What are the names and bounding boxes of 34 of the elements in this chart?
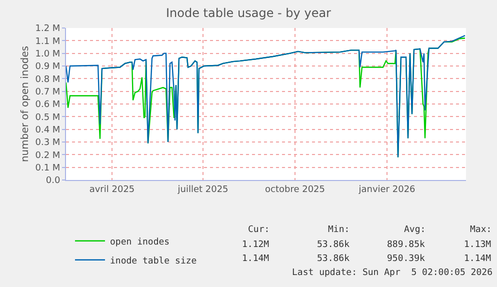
y-tick-label: 0.4 M — [35, 125, 60, 136]
text: 53.86k — [317, 240, 350, 250]
text: 889.85k — [387, 240, 426, 250]
x-tick-label: octobre 2025 — [264, 184, 326, 195]
text: 1.14M — [464, 254, 492, 264]
y-axis-title: number of open inodes — [20, 46, 32, 162]
legend-label: open inodes — [110, 237, 170, 248]
y-tick-label: 1.1 M — [35, 36, 60, 47]
y-tick-label: 0.7 M — [35, 87, 60, 98]
text: Avg: — [404, 225, 426, 235]
y-tick-label: 0.9 M — [35, 62, 60, 72]
y-tick-label: 0.5 M — [35, 112, 60, 123]
y-tick-label: 1.2 M — [35, 24, 60, 34]
y-tick-label: 0.3 M — [35, 138, 60, 148]
text: Last update: Sun Apr 5 02:00:05 2026 — [292, 268, 492, 278]
y-tick-label: 0.0 — [46, 176, 60, 186]
text: 950.39k — [387, 254, 426, 264]
x-tick-label: janvier 2026 — [358, 184, 416, 195]
text: 1.13M — [464, 240, 492, 250]
text: 1.14M — [242, 254, 270, 264]
text: Cur: — [248, 225, 270, 235]
text: Max: — [470, 225, 492, 235]
x-tick-label: avril 2025 — [89, 184, 135, 195]
text: 53.86k — [317, 254, 350, 264]
text: Min: — [328, 225, 350, 235]
y-tick-label: 0.2 M — [35, 150, 60, 161]
legend-label: inode table size — [110, 256, 197, 266]
chart-title: Inode table usage - by year — [166, 6, 332, 20]
y-tick-label: 0.8 M — [35, 74, 60, 85]
text: 1.12M — [242, 240, 270, 250]
y-tick-label: 0.1 M — [35, 163, 60, 174]
x-tick-label: juillet 2025 — [176, 184, 228, 195]
y-tick-label: 0.6 M — [35, 100, 60, 110]
y-tick-label: 1.0 M — [35, 49, 60, 60]
